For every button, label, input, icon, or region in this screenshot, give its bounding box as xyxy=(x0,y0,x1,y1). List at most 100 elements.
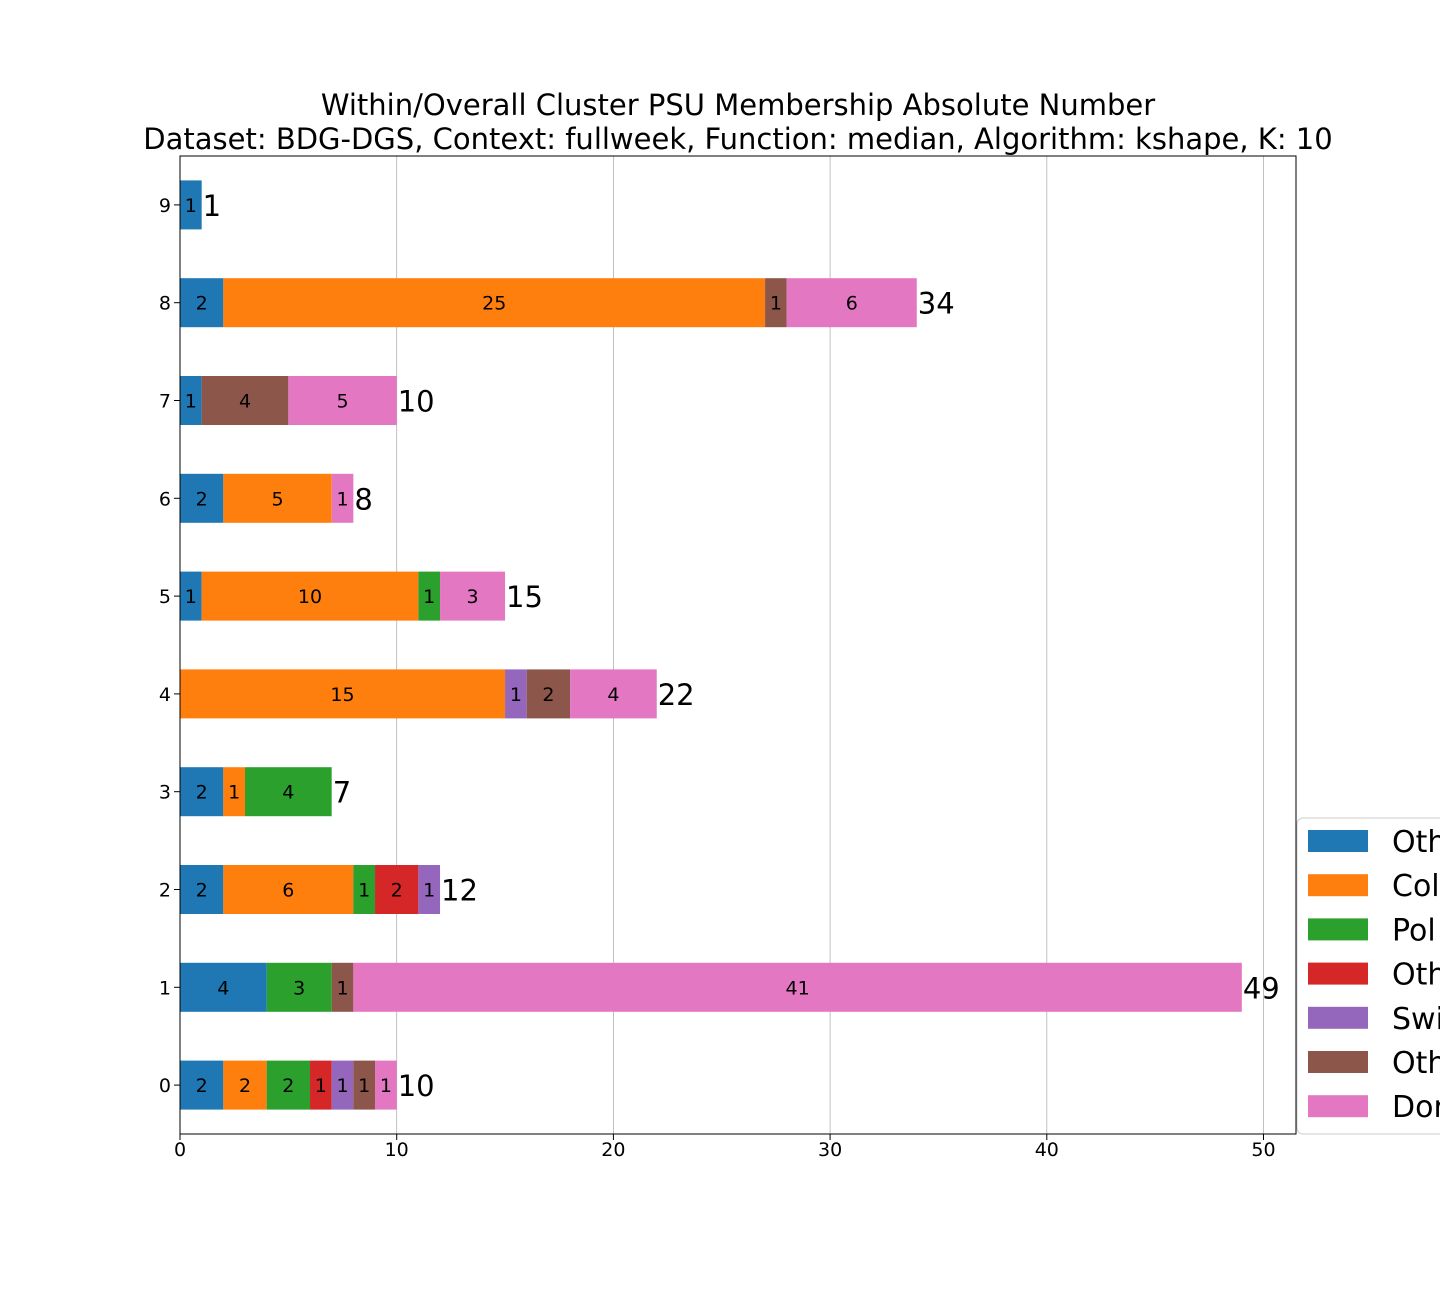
bar-segment xyxy=(180,1060,224,1110)
bar-segment xyxy=(180,962,267,1012)
legend-label: Pol xyxy=(1392,913,1436,948)
x-tick-label: 0 xyxy=(174,1139,186,1161)
legend-swatch xyxy=(1308,1006,1368,1029)
segment-value-label: 4 xyxy=(607,684,619,706)
segment-value-label: 6 xyxy=(846,293,858,315)
bar-segment xyxy=(201,376,289,425)
bar-segment xyxy=(505,669,527,719)
segment-value-label: 1 xyxy=(380,1075,392,1097)
y-tick-label: 7 xyxy=(159,391,171,413)
segment-value-label: 1 xyxy=(185,586,197,608)
y-tick-label: 8 xyxy=(159,293,171,315)
bar-segment xyxy=(223,1060,267,1110)
segment-value-label: 1 xyxy=(358,1075,370,1097)
segment-value-label: 1 xyxy=(358,880,370,902)
y-tick-label: 4 xyxy=(159,684,171,706)
bar-total-label: 7 xyxy=(333,776,351,810)
bar-total-label: 10 xyxy=(398,385,435,419)
legend-label: Swi xyxy=(1392,1002,1440,1037)
bar-segment xyxy=(353,962,1242,1012)
segment-value-label: 3 xyxy=(466,586,478,608)
x-tick-label: 40 xyxy=(1035,1139,1059,1161)
bar-segment xyxy=(180,865,224,914)
segment-value-label: 1 xyxy=(336,1075,348,1097)
bar-segment xyxy=(223,767,246,817)
segment-value-label: 1 xyxy=(336,488,348,510)
bar-segment xyxy=(570,669,657,719)
segment-value-label: 2 xyxy=(391,880,403,902)
x-tick-label: 20 xyxy=(601,1139,625,1161)
segment-value-label: 5 xyxy=(271,488,283,510)
segment-value-label: 2 xyxy=(196,782,208,804)
plot-frame xyxy=(179,155,1297,1135)
segment-value-label: 1 xyxy=(510,684,522,706)
legend-label: Col xyxy=(1392,869,1440,904)
legend-label: Dor xyxy=(1392,1090,1440,1125)
bar-segment xyxy=(375,1060,397,1110)
segment-value-label: 2 xyxy=(542,684,554,706)
legend-swatch xyxy=(1308,1095,1368,1118)
bar-segment xyxy=(765,278,787,328)
legend-label: Oth xyxy=(1392,1046,1440,1081)
segment-value-label: 25 xyxy=(482,293,506,315)
bar-total-label: 15 xyxy=(506,580,543,614)
bar-segment xyxy=(180,180,202,230)
bar-segment xyxy=(418,865,441,914)
x-tick-label: 10 xyxy=(385,1139,409,1161)
bar-segment xyxy=(266,962,332,1012)
segment-value-label: 4 xyxy=(282,782,294,804)
bar-segment xyxy=(526,669,571,719)
bar-segment xyxy=(266,1060,311,1110)
bar-total-label: 22 xyxy=(658,678,695,712)
bar-segment xyxy=(440,571,506,621)
bar-segment xyxy=(201,571,419,621)
legend-swatch xyxy=(1308,1051,1368,1073)
segment-value-label: 2 xyxy=(196,488,208,510)
bar-segment xyxy=(180,278,224,328)
bar-total-label: 8 xyxy=(354,482,372,516)
legend-swatch xyxy=(1308,962,1368,985)
bar-segment xyxy=(418,571,441,621)
segment-value-label: 6 xyxy=(282,880,294,902)
legend: Oth Col Pol Oth Swi Oth Dor xyxy=(1296,817,1440,1135)
segment-value-label: 1 xyxy=(423,586,435,608)
y-tick-label: 0 xyxy=(159,1075,171,1097)
x-tick-label: 30 xyxy=(818,1139,842,1161)
bars: 2 2 2 1 1 1 1 104 3 1 41 492 6 1 2 1 122 1 4 715 1 2 4 221 10 1 3 1… xyxy=(180,180,1280,1110)
bar-total-label: 34 xyxy=(918,287,955,321)
bar-segment xyxy=(375,865,419,914)
segment-value-label: 15 xyxy=(330,684,354,706)
y-tick-label: 6 xyxy=(159,488,171,510)
y-tick-label: 9 xyxy=(159,195,171,217)
bar-segment xyxy=(331,473,354,523)
bar-segment xyxy=(786,278,917,328)
bar-segment xyxy=(310,1060,332,1110)
legend-label: Oth xyxy=(1392,825,1440,860)
segment-value-label: 2 xyxy=(196,293,208,315)
bar-total-label: 10 xyxy=(398,1069,435,1103)
segment-value-label: 1 xyxy=(228,782,240,804)
bar-total-label: 1 xyxy=(203,189,221,223)
segment-value-label: 1 xyxy=(770,293,782,315)
segment-value-label: 2 xyxy=(239,1075,251,1097)
y-tick-label: 1 xyxy=(159,977,171,999)
bar-segment xyxy=(180,767,224,817)
segment-value-label: 1 xyxy=(185,195,197,217)
bar-segment xyxy=(180,669,506,719)
bar-total-label: 49 xyxy=(1243,971,1280,1005)
x-tick-label: 50 xyxy=(1251,1139,1275,1161)
legend-swatch xyxy=(1308,830,1368,852)
bar-segment xyxy=(223,473,332,523)
segment-value-label: 41 xyxy=(785,977,809,999)
bar-segment xyxy=(288,376,397,425)
bar-segment xyxy=(223,865,354,914)
segment-value-label: 1 xyxy=(315,1075,327,1097)
legend-label: Oth xyxy=(1392,958,1440,993)
segment-value-label: 10 xyxy=(298,586,322,608)
legend-swatch xyxy=(1308,874,1368,897)
bar-segment xyxy=(180,473,224,523)
bar-segment xyxy=(180,571,202,621)
chart-subtitle: Dataset: BDG-DGS, Context: fullweek, Fun… xyxy=(143,122,1332,156)
chart-title: Within/Overall Cluster PSU Membership Ab… xyxy=(321,88,1155,122)
